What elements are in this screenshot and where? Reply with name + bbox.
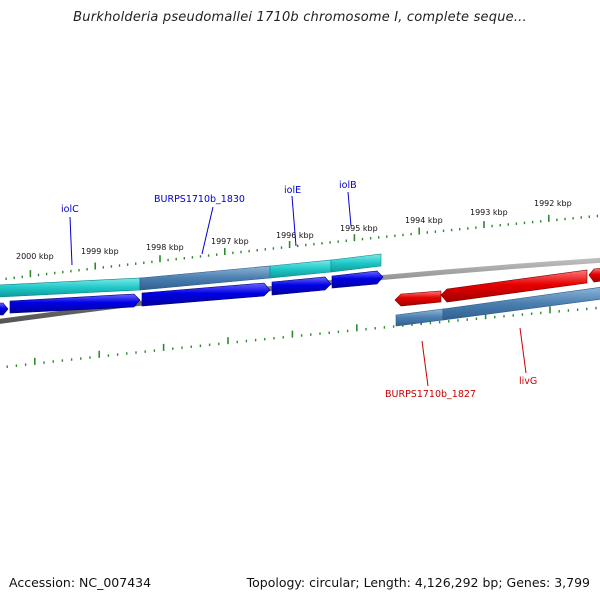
callout-line [347, 191, 352, 227]
cds-arrow[interactable] [331, 270, 384, 289]
scale-label: 1992 kbp [534, 199, 572, 208]
cds-arrow[interactable] [394, 290, 442, 307]
scale-label: 1998 kbp [146, 243, 184, 252]
gene-label-forward[interactable]: BURPS1710b_1830 [154, 194, 245, 205]
scale-ticks-outer [5, 214, 599, 281]
callout-line [291, 195, 297, 247]
gene-label-reverse[interactable]: BURPS1710b_1827 [385, 389, 476, 400]
scale-label: 1999 kbp [81, 247, 119, 256]
gene-labels: iolC BURPS1710b_1830 iolE iolB BURPS1710… [61, 180, 537, 400]
gene-callouts [69, 191, 527, 387]
scale-label: 1997 kbp [211, 237, 249, 246]
cds-arrow[interactable] [9, 293, 141, 314]
gene-feature[interactable] [330, 253, 382, 273]
cds-arrow[interactable] [588, 267, 600, 283]
callout-line [421, 340, 429, 387]
callout-line [69, 216, 73, 266]
gene-label-reverse[interactable]: livG [519, 376, 537, 387]
gene-feature[interactable] [269, 259, 332, 279]
genome-summary-text: Topology: circular; Length: 4,126,292 bp… [246, 575, 590, 590]
scale-ticks-inner [6, 306, 597, 368]
scale-label: 1993 kbp [470, 208, 508, 217]
scale-label: 1995 kbp [340, 224, 378, 233]
cds-arrow[interactable] [440, 269, 588, 303]
gene-feature[interactable] [0, 277, 141, 298]
cds-arrow[interactable] [0, 302, 9, 316]
scale-labels: 2000 kbp 1999 kbp 1998 kbp 1997 kbp 1996… [16, 199, 572, 261]
scale-label: 1994 kbp [405, 216, 443, 225]
accession-text: Accession: NC_007434 [9, 575, 152, 590]
gene-feature[interactable] [395, 308, 444, 327]
cds-arrow[interactable] [271, 276, 332, 296]
callout-line [201, 206, 214, 255]
gene-feature[interactable] [442, 286, 600, 321]
forward-gene-track [0, 253, 382, 298]
gene-label-forward[interactable]: iolE [284, 185, 301, 196]
map-title: Burkholderia pseudomallei 1710b chromoso… [73, 10, 527, 25]
scale-label: 2000 kbp [16, 252, 54, 261]
gene-label-forward[interactable]: iolB [339, 180, 357, 191]
callout-line [519, 327, 527, 374]
forward-cds-track [0, 270, 384, 316]
reverse-cds-track [394, 267, 600, 307]
gene-label-forward[interactable]: iolC [61, 204, 79, 215]
reverse-gene-track [395, 286, 600, 327]
cds-arrow[interactable] [141, 282, 271, 307]
